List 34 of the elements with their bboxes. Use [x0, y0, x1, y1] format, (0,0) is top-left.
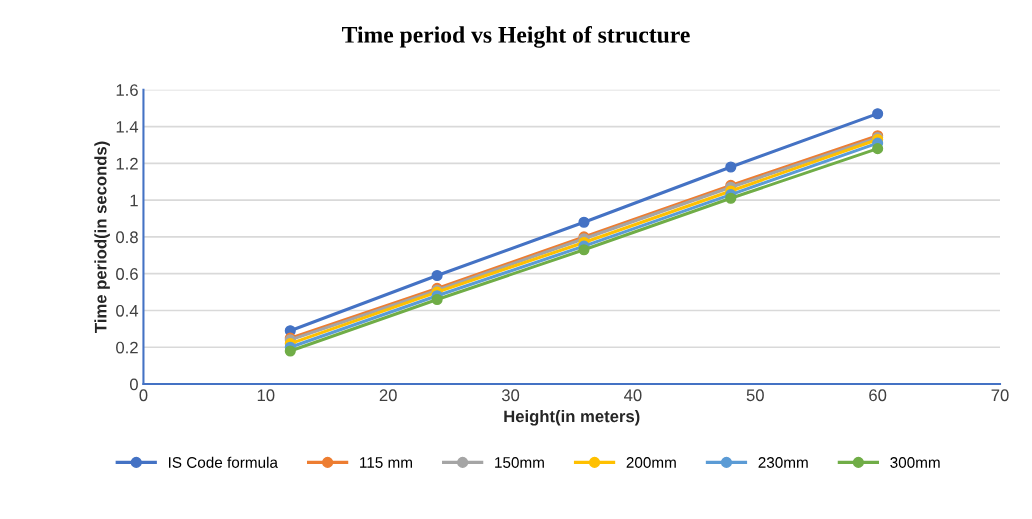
y-tick-label: 0.4 [116, 304, 139, 317]
x-tick-label: 10 [257, 389, 275, 402]
y-tick-label: 1.6 [116, 84, 138, 96]
legend-label: 115 mm [360, 457, 412, 468]
point [872, 143, 884, 155]
x-tick-label: 0 [139, 389, 148, 402]
y-tick-label: 0 [129, 378, 138, 391]
x-axis-title: Height(in meters) [504, 410, 640, 426]
chart-title: Time period vs Height of structure [342, 25, 690, 48]
point [578, 216, 590, 228]
point [284, 345, 296, 357]
legend-label: IS Code formula [168, 456, 278, 468]
point [578, 244, 590, 256]
point [431, 293, 443, 306]
x-tick-label: 20 [379, 389, 397, 402]
x-tick-label: 60 [869, 389, 887, 402]
legend-label: 200mm [626, 457, 676, 468]
legend-label: 150mm [495, 457, 544, 468]
point [872, 108, 884, 120]
legend-label: 230mm [758, 457, 808, 468]
y-tick-label: 1 [130, 194, 138, 207]
y-tick-label: 0.8 [116, 231, 138, 244]
x-tick-label: 50 [746, 389, 764, 402]
y-tick-label: 0.2 [116, 341, 138, 354]
y-tick-label: 1.2 [116, 157, 138, 170]
point [431, 269, 443, 282]
y-axis-title: Time period(in seconds) [94, 141, 110, 333]
x-tick-label: 40 [624, 389, 642, 402]
x-tick-label: 30 [501, 389, 520, 402]
x-tick-label: 70 [991, 389, 1009, 402]
y-tick-label: 0.6 [116, 268, 138, 280]
legend-label: 300mm [890, 457, 940, 468]
point [725, 161, 737, 173]
y-tick-label: 1.4 [116, 121, 139, 133]
